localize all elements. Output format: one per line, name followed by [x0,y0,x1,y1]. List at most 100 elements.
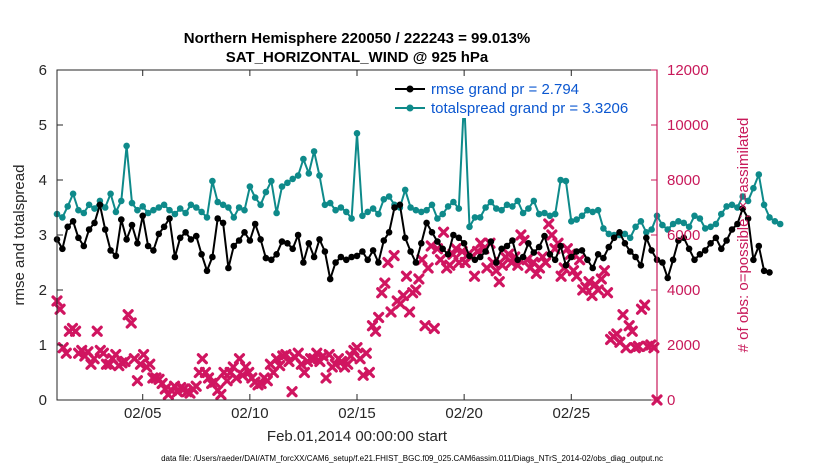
rmse-series-line [56,203,770,283]
rmse-series-point [59,245,66,253]
obs-point [385,306,397,318]
totalspread-series-point [101,204,109,211]
obs-point [144,358,156,370]
obs-point [639,299,651,311]
rmse-series-point [375,259,382,266]
rmse-series-point [353,252,361,260]
totalspread-series-point [509,203,516,210]
totalspread-series-point [166,206,173,214]
y-axis-right-label: # of obs: o=possible; ×=assimilated [735,118,752,353]
obs-point [400,270,413,282]
totalspread-series-point [359,212,366,220]
rmse-series-point [273,251,280,258]
rmse-series-point [626,248,634,255]
totalspread-series-point [776,220,784,228]
rmse-series-point [139,212,146,220]
y-right-tick-label: 12000 [667,62,709,79]
totalspread-series-point [209,177,216,185]
obs-point [592,284,604,296]
totalspread-series-point [246,183,254,190]
y-right-tick-label: 6000 [667,227,700,244]
obs-point [410,284,422,296]
obs-point [196,353,208,365]
obs-point [286,386,298,398]
rmse-series-point [235,237,243,244]
obs-point [580,281,592,293]
rmse-series-point [562,262,570,269]
rmse-series-point [568,253,575,261]
rmse-series-point [321,248,329,255]
totalspread-series-point [766,214,773,221]
rmse-series-point [128,221,136,229]
obs-point [598,265,611,277]
legend: rmse grand pr = 2.794 totalspread grand … [389,78,655,118]
obs-point [611,328,623,340]
rmse-series-point [80,242,88,250]
totalspread-series-point [364,208,372,216]
rmse-series-point [278,238,286,245]
rmse-series-point [482,248,489,255]
rmse-series-point [144,242,152,250]
rmse-series-point [155,230,163,238]
totalspread-series-point [514,197,521,205]
totalspread-series-point [64,203,71,210]
totalspread-series-point [187,201,195,209]
totalspread-series-point [493,205,500,212]
totalspread-series-point [134,206,141,214]
rmse-series-point [359,248,366,255]
obs-point [363,366,375,379]
totalspread-series-point [600,225,607,232]
totalspread-series-point [235,204,243,211]
rmse-series-point [289,245,297,253]
totalspread-series-point [546,212,554,220]
obs-point [131,375,144,387]
rmse-series-point [535,243,543,251]
totalspread-series-point [503,201,511,209]
rmse-series-point [701,247,709,254]
totalspread-series-point [568,218,575,225]
totalspread-series-point [434,215,441,222]
obs-point [85,358,97,370]
rmse-series-point [134,240,141,247]
totalspread-series-point [273,209,280,217]
obs-point [274,360,286,372]
totalspread-series-point [718,210,725,218]
obs-point [292,347,304,359]
rmse-series-point [466,252,473,260]
totalspread-series-point [91,205,98,212]
rmse-series-point [503,242,511,250]
totalspread-series-point [385,193,393,200]
rmse-series-point [230,242,238,250]
rmse-series-point [643,234,650,242]
totalspread-series-point [525,205,532,212]
rmse-series-point [418,240,425,247]
totalspread-series-point [305,170,313,177]
obs-point [555,270,567,282]
obs-point [156,377,168,390]
totalspread-series-point [466,223,473,231]
totalspread-series-point [696,215,704,222]
rmse-series-point [760,267,768,275]
obs-point [530,267,542,280]
totalspread-series-point [375,210,382,218]
obs-point [570,270,583,282]
totalspread-series-point [723,203,730,210]
rmse-series-point [268,256,275,264]
obs-point [360,347,372,359]
totalspread-series-point [401,186,409,194]
obs-point [215,388,227,401]
rmse-series-point [578,247,586,254]
obs-point [540,256,552,269]
x-tick-label: 02/10 [231,405,269,422]
totalspread-series-point [744,197,752,205]
totalspread-series-point [203,214,211,221]
obs-point [632,340,645,352]
rmse-series-point [632,253,639,261]
obs-point [88,353,100,365]
totalspread-series-point [348,215,355,222]
rmse-series-point [332,259,339,266]
obs-point [97,347,109,359]
totalspread-series-point [428,201,436,209]
legend-marker-totalspread [406,104,414,112]
rmse-series-point [557,242,564,250]
